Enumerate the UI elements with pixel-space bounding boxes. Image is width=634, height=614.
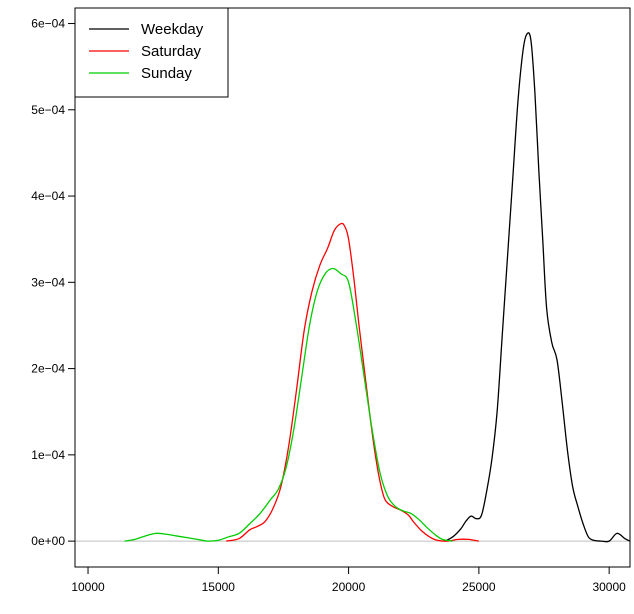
y-tick-label: 5e−04 — [31, 103, 65, 117]
x-axis: 10000 15000 20000 25000 30000 — [71, 566, 626, 594]
legend-label: Weekday — [141, 21, 204, 38]
y-tick-label: 3e−04 — [31, 275, 65, 289]
x-tick-label: 15000 — [202, 580, 236, 594]
x-tick-label: 20000 — [332, 580, 366, 594]
series-line-sunday — [124, 267, 453, 542]
legend-box — [74, 7, 229, 98]
y-tick-label: 1e−04 — [31, 448, 65, 462]
series-line-saturday — [226, 222, 479, 542]
legend-label: Saturday — [141, 43, 202, 60]
y-tick-label: 2e−04 — [31, 362, 65, 376]
y-tick-label: 4e−04 — [31, 189, 65, 203]
y-tick-label: 0e+00 — [31, 534, 65, 548]
x-tick-label: 30000 — [592, 580, 626, 594]
series-line-weekday — [444, 32, 631, 543]
x-tick-label: 10000 — [71, 580, 105, 594]
series-layer — [124, 32, 631, 543]
legend: Weekday Saturday Sunday — [74, 7, 229, 98]
y-tick-label: 6e−04 — [31, 17, 65, 31]
legend-label: Sunday — [141, 65, 192, 82]
y-axis: 0e+00 1e−04 2e−04 3e−04 4e−04 5e−04 6e−04 — [31, 17, 76, 548]
x-tick-label: 25000 — [462, 580, 496, 594]
